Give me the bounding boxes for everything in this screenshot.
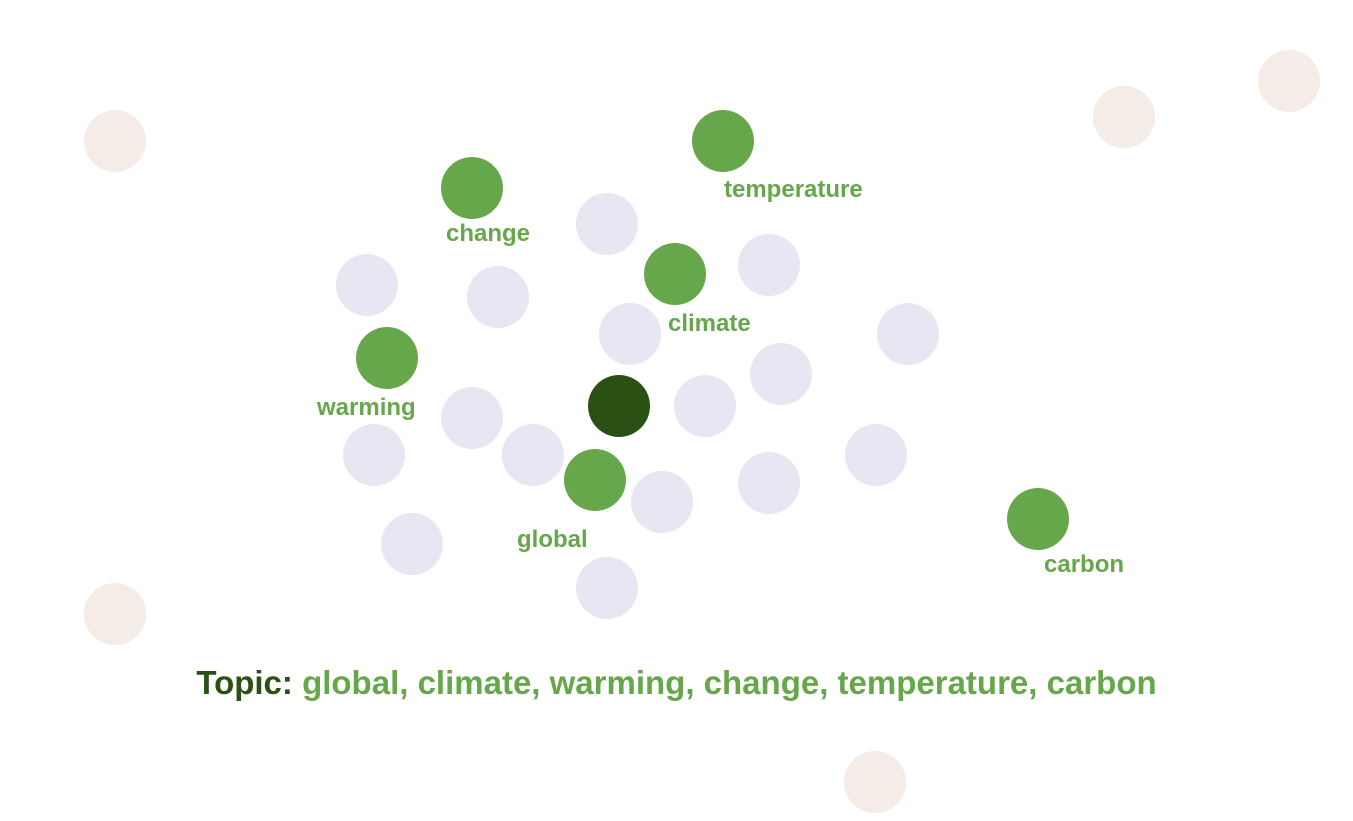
topic-node-temperature — [692, 110, 754, 172]
topic-label-carbon: carbon — [1044, 551, 1124, 578]
cluster-dot — [845, 424, 907, 486]
topic-words: global, climate, warming, change, temper… — [302, 664, 1157, 701]
topic-node-warming — [356, 327, 418, 389]
outlier-dot — [84, 583, 146, 645]
outlier-dot — [844, 751, 906, 813]
cluster-dot — [343, 424, 405, 486]
topic-label-temperature: temperature — [724, 176, 863, 203]
topic-node-carbon — [1007, 488, 1069, 550]
outlier-dot — [1093, 86, 1155, 148]
cluster-dot — [381, 513, 443, 575]
topic-label-climate: climate — [668, 310, 751, 337]
topic-node-global — [564, 449, 626, 511]
topic-label-global: global — [517, 526, 588, 553]
cluster-dot — [750, 343, 812, 405]
outlier-dot — [84, 110, 146, 172]
cluster-dot — [599, 303, 661, 365]
cluster-dot — [336, 254, 398, 316]
outlier-dot — [1258, 50, 1320, 112]
topic-label-warming: warming — [316, 394, 416, 421]
cluster-dots — [336, 193, 939, 619]
center-node — [588, 375, 650, 437]
cluster-dot — [674, 375, 736, 437]
cluster-dot — [877, 303, 939, 365]
cluster-dot — [738, 234, 800, 296]
topic-word-nodes: temperature change climate warming global car… — [316, 110, 1124, 578]
center-node-group — [588, 375, 650, 437]
topic-prefix: Topic: — [196, 664, 293, 701]
cluster-dot — [467, 266, 529, 328]
outlier-dots — [84, 50, 1320, 813]
topic-node-climate — [644, 243, 706, 305]
topic-label-change: change — [446, 220, 530, 247]
topic-node-change — [441, 157, 503, 219]
cluster-dot — [576, 193, 638, 255]
cluster-dot — [502, 424, 564, 486]
topic-caption: Topic: global, climate, warming, change,… — [0, 664, 1353, 702]
cluster-dot — [576, 557, 638, 619]
cluster-dot — [631, 471, 693, 533]
cluster-dot — [441, 387, 503, 449]
cluster-dot — [738, 452, 800, 514]
